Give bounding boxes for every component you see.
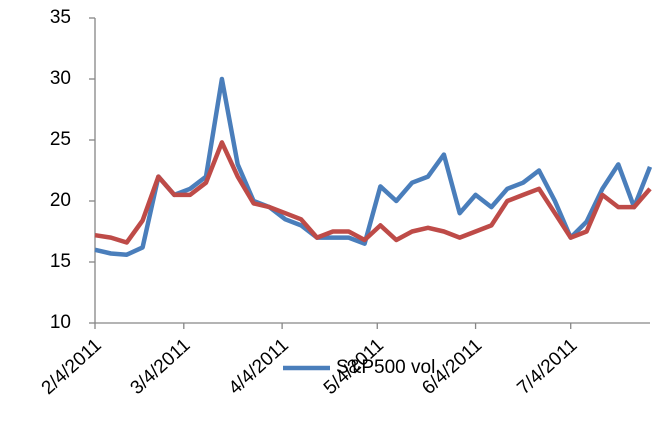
legend-label: S&P500 vol (336, 357, 435, 378)
y-tick-label: 25 (50, 129, 71, 150)
y-tick-label: 15 (50, 251, 71, 272)
x-tick-label: 2/4/2011 (38, 335, 106, 399)
y-tick-label: 10 (50, 312, 71, 333)
series-line (94, 140, 652, 245)
x-tick-label: 7/4/2011 (513, 335, 581, 399)
x-tick-label: 3/4/2011 (127, 335, 195, 399)
series-line (94, 76, 652, 257)
y-tick-label: 30 (50, 68, 71, 89)
x-tick-label: 4/4/2011 (225, 335, 293, 399)
y-tick-label: 35 (50, 7, 71, 28)
y-tick-label: 20 (50, 190, 71, 211)
